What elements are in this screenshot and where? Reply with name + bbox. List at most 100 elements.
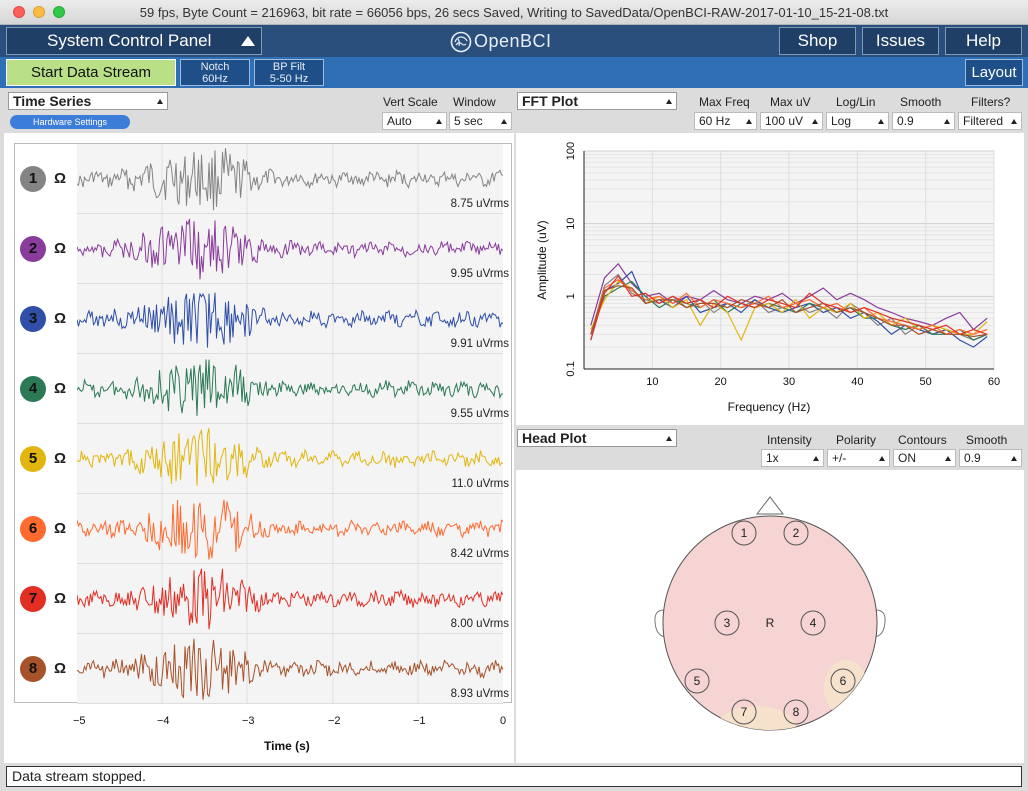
- channel-row: 7 Ω 8.00 uVrms: [15, 564, 513, 634]
- channel-toggle-button[interactable]: 3: [20, 306, 46, 332]
- bandpass-label: BP Filt: [272, 61, 306, 73]
- channel-row: 8 Ω 8.93 uVrms: [15, 634, 513, 704]
- fft-smooth-value: 0.9: [897, 114, 914, 128]
- impedance-ohm-button[interactable]: Ω: [54, 170, 67, 187]
- channel-row: 2 Ω 9.95 uVrms: [15, 214, 513, 284]
- eeg-trace: [77, 568, 503, 630]
- max-freq-label: Max Freq: [699, 95, 750, 109]
- issues-button[interactable]: Issues: [862, 27, 939, 55]
- channel-rms-value: 9.91 uVrms: [450, 338, 509, 350]
- x-tick-label: 60: [988, 376, 1000, 388]
- impedance-ohm-button[interactable]: Ω: [54, 310, 67, 327]
- caret-up-icon: [436, 119, 442, 124]
- help-label: Help: [966, 31, 1001, 50]
- channel-toggle-button[interactable]: 2: [20, 236, 46, 262]
- vert-scale-select[interactable]: Auto: [382, 112, 447, 130]
- impedance-ohm-button[interactable]: Ω: [54, 380, 67, 397]
- shop-button[interactable]: Shop: [779, 27, 856, 55]
- max-uv-select[interactable]: 100 uV: [760, 112, 823, 130]
- caret-up-icon: [878, 119, 884, 124]
- system-control-panel-button[interactable]: System Control Panel: [6, 27, 262, 55]
- minimize-window-button[interactable]: [33, 6, 45, 18]
- channel-trace-area: [77, 634, 503, 704]
- channel-trace-area: [77, 564, 503, 634]
- help-button[interactable]: Help: [945, 27, 1022, 55]
- caret-up-icon: [666, 99, 672, 104]
- max-freq-select[interactable]: 60 Hz: [694, 112, 757, 130]
- channel-row: 3 Ω 9.91 uVrms: [15, 284, 513, 354]
- head-smooth-value: 0.9: [964, 451, 981, 465]
- electrode-marker: [783, 699, 809, 725]
- x-tick-label: 40: [851, 376, 863, 388]
- notch-value: 60Hz: [202, 73, 228, 85]
- caret-up-icon: [501, 119, 507, 124]
- channel-toggle-button[interactable]: 6: [20, 516, 46, 542]
- heat-blob: [824, 660, 868, 716]
- trace-background: [77, 214, 503, 284]
- x-tick-label: 30: [783, 376, 795, 388]
- impedance-ohm-button[interactable]: Ω: [54, 520, 67, 537]
- caret-up-icon: [1011, 119, 1017, 124]
- caret-up-icon: [879, 456, 885, 461]
- notch-filter-button[interactable]: Notch 60Hz: [180, 59, 250, 86]
- fft-smooth-select[interactable]: 0.9: [892, 112, 955, 130]
- intensity-select[interactable]: 1x: [761, 449, 824, 467]
- electrode-label: 3: [724, 616, 731, 630]
- log-lin-select[interactable]: Log: [826, 112, 889, 130]
- eeg-trace: [77, 148, 503, 211]
- time-axis-title: Time (s): [264, 739, 310, 753]
- x-tick-label: 10: [646, 376, 658, 388]
- channel-row: 1 Ω 8.75 uVrms: [15, 144, 513, 214]
- start-data-stream-button[interactable]: Start Data Stream: [6, 59, 176, 86]
- bandpass-filter-button[interactable]: BP Filt 5-50 Hz: [254, 59, 324, 86]
- fft-x-axis-title: Frequency (Hz): [728, 400, 811, 414]
- zoom-window-button[interactable]: [53, 6, 65, 18]
- close-window-button[interactable]: [13, 6, 25, 18]
- electrode-marker: [714, 610, 740, 636]
- head-plot-widget-select[interactable]: Head Plot: [517, 429, 677, 447]
- polarity-label: Polarity: [836, 433, 877, 447]
- status-bar: Data stream stopped.: [6, 766, 1022, 787]
- fft-widget-select[interactable]: FFT Plot: [517, 92, 677, 110]
- channel-toggle-button[interactable]: 7: [20, 586, 46, 612]
- x-tick: −2: [328, 715, 341, 727]
- triangle-up-icon: [241, 36, 255, 46]
- impedance-ohm-button[interactable]: Ω: [54, 450, 67, 467]
- channel-toggle-button[interactable]: 4: [20, 376, 46, 402]
- electrode-label: 2: [793, 526, 800, 540]
- time-series-widget-select[interactable]: Time Series: [8, 92, 168, 110]
- channel-rms-value: 8.42 uVrms: [450, 548, 509, 560]
- contours-value: ON: [898, 451, 916, 465]
- x-tick: −5: [73, 715, 86, 727]
- contours-select[interactable]: ON: [893, 449, 956, 467]
- x-tick-label: 20: [715, 376, 727, 388]
- polarity-select[interactable]: +/-: [827, 449, 890, 467]
- intensity-value: 1x: [766, 451, 779, 465]
- impedance-ohm-button[interactable]: Ω: [54, 240, 67, 257]
- impedance-ohm-button[interactable]: Ω: [54, 660, 67, 677]
- vert-scale-label: Vert Scale: [383, 95, 438, 109]
- impedance-ohm-button[interactable]: Ω: [54, 590, 67, 607]
- heat-blob: [716, 706, 796, 730]
- electrode-label: 7: [741, 705, 748, 719]
- vert-scale-value: Auto: [387, 114, 412, 128]
- max-freq-value: 60 Hz: [699, 114, 731, 128]
- channel-toggle-button[interactable]: 1: [20, 166, 46, 192]
- channel-toggle-button[interactable]: 8: [20, 656, 46, 682]
- hardware-settings-button[interactable]: Hardware Settings: [10, 115, 130, 129]
- y-tick-label: 0.1: [565, 361, 577, 376]
- contours-label: Contours: [898, 433, 947, 447]
- channel-trace-area: [77, 284, 503, 354]
- electrodes: 1 2 3 4 5 6 7 8: [684, 520, 856, 725]
- layout-button[interactable]: Layout: [965, 59, 1023, 86]
- logo-text: OpenBCI: [474, 31, 552, 51]
- issues-label: Issues: [875, 31, 926, 50]
- head-smooth-select[interactable]: 0.9: [959, 449, 1022, 467]
- eeg-trace: [77, 292, 503, 348]
- x-tick: −3: [242, 715, 255, 727]
- window-select[interactable]: 5 sec: [449, 112, 512, 130]
- shop-label: Shop: [797, 31, 838, 50]
- fft-series-line: [590, 280, 988, 341]
- channel-toggle-button[interactable]: 5: [20, 446, 46, 472]
- filters-select[interactable]: Filtered: [958, 112, 1022, 130]
